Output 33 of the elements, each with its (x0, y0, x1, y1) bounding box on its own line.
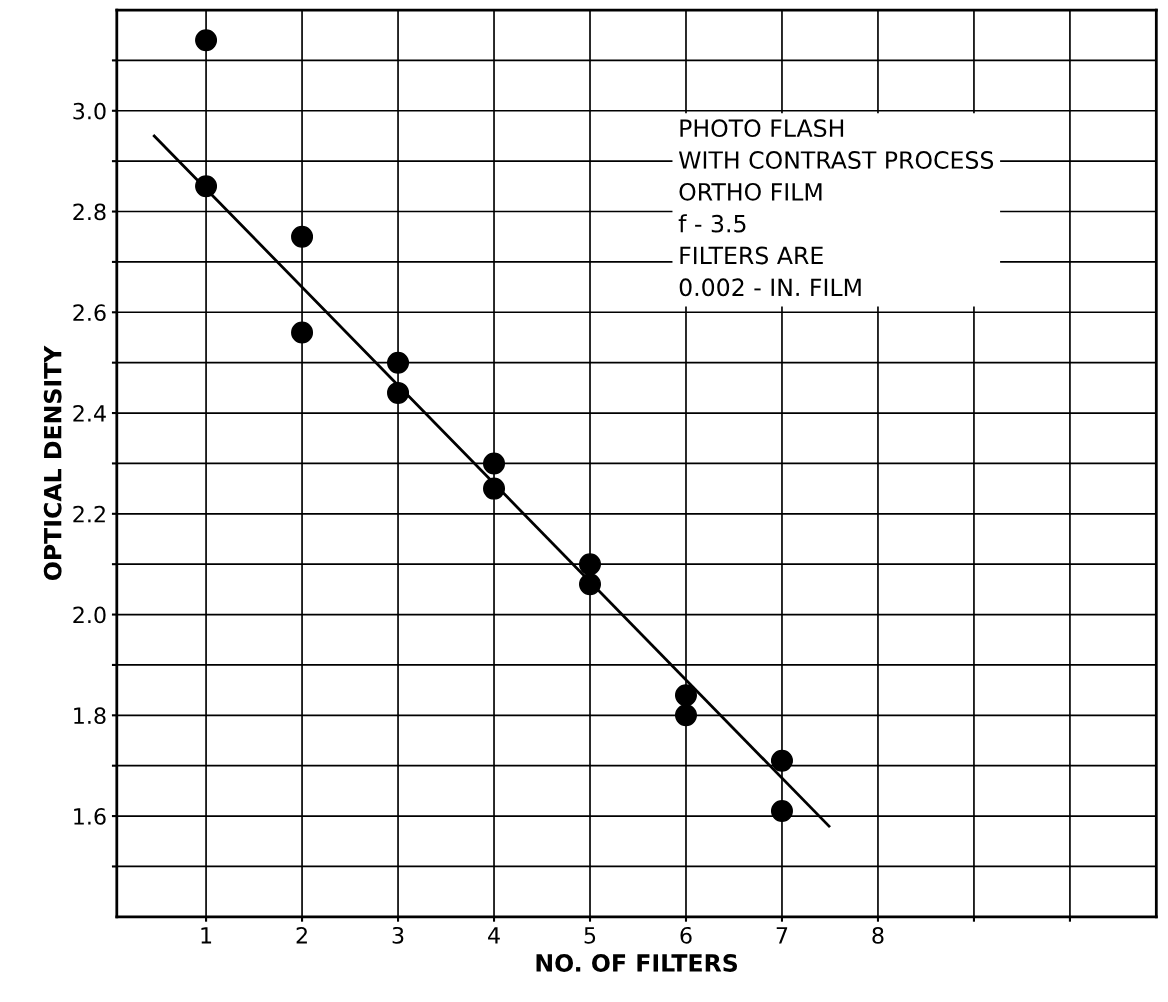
y-tick-label: 1.6 (74, 808, 106, 825)
point (195, 175, 218, 198)
x-tick-label: 7 (776, 927, 788, 944)
point (195, 29, 218, 52)
point (770, 800, 793, 823)
point (291, 225, 314, 248)
point (770, 749, 793, 772)
annotation: PHOTO FLASH WITH CONTRAST PROCESS ORTHO FILM f - 3.5 FILTERS ARE 0.002 - IN. FILM (678, 119, 994, 297)
x-tick-label: 6 (680, 926, 692, 944)
x-tick-label: 5 (584, 927, 596, 944)
y-axis-title: OPTICAL DENSITY (43, 345, 62, 581)
point (291, 321, 314, 344)
y-tick-label: 2.8 (73, 203, 106, 221)
x-tick-label: 8 (872, 926, 884, 944)
point (483, 452, 506, 475)
x-tick-label: 3 (392, 926, 404, 944)
point (674, 704, 697, 727)
point (387, 351, 410, 374)
point (579, 573, 602, 596)
point (579, 553, 602, 576)
x-tick-label: 2 (296, 926, 307, 944)
x-tick-label: 1 (201, 927, 212, 944)
y-tick-label: 1.8 (74, 707, 106, 725)
y-tick-label: 2.4 (73, 405, 106, 422)
point (674, 684, 697, 707)
y-tick-label: 2.6 (73, 304, 106, 322)
x-axis-title: NO. OF FILTERS (536, 954, 738, 972)
y-tick-label: 3.0 (73, 102, 106, 120)
point (483, 477, 506, 500)
y-tick-label: 2.0 (73, 606, 106, 624)
x-tick-label: 4 (488, 927, 500, 944)
y-tick-label: 2.2 (73, 505, 105, 523)
point (387, 381, 410, 404)
